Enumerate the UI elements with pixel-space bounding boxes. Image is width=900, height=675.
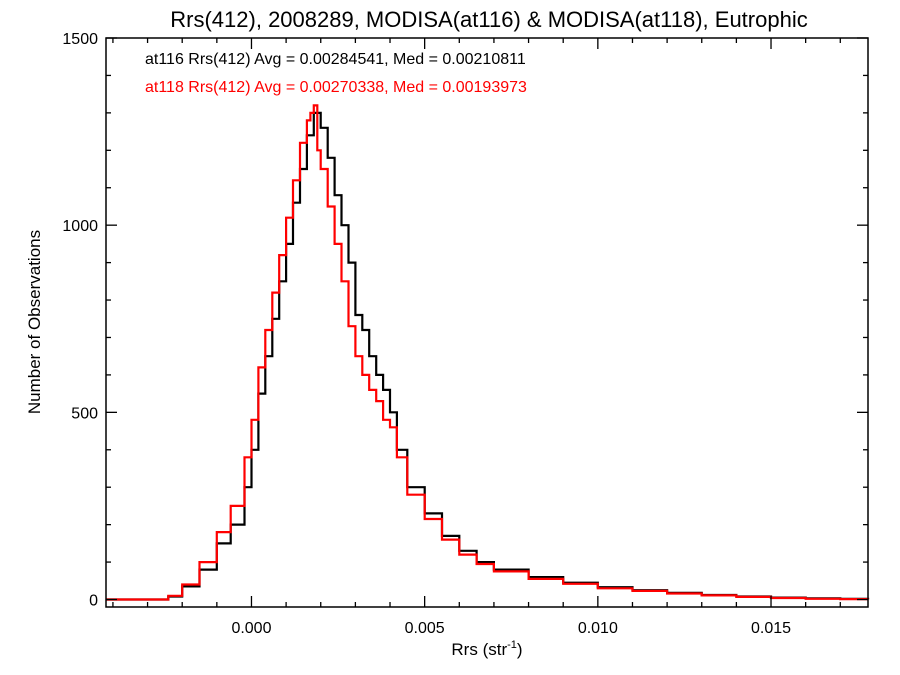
y-tick-label: 1000: [62, 218, 98, 235]
x-tick-label: 0.005: [405, 620, 445, 637]
x-tick-label: 0.010: [578, 620, 618, 637]
y-tick-label: 1500: [62, 31, 98, 48]
x-axis-label-close: ): [517, 640, 523, 659]
series-layer: [106, 104, 870, 601]
annotation-at118: at118 Rrs(412) Avg = 0.00270338, Med = 0…: [145, 79, 527, 96]
x-axis-label-sup: -1: [507, 639, 517, 651]
annotation-at116: at116 Rrs(412) Avg = 0.00284541, Med = 0…: [145, 51, 526, 68]
ticks-layer: 0.000 0.005 0.010 0.015 0 500 1000 1500: [62, 31, 868, 637]
series-line-at116: [106, 111, 870, 601]
x-axis-label-base: Rrs (str: [451, 640, 507, 659]
series-line-at118: [106, 104, 870, 601]
y-tick-label: 500: [71, 405, 98, 422]
y-axis-label: Number of Observations: [25, 230, 44, 414]
y-tick-label: 0: [89, 593, 98, 610]
plot-frame: [105, 37, 869, 608]
x-axis-label: Rrs (str-1): [451, 639, 522, 659]
x-tick-label: 0.000: [231, 620, 271, 637]
chart-title: Rrs(412), 2008289, MODISA(at116) & MODIS…: [170, 7, 807, 32]
x-tick-label: 0.015: [751, 620, 791, 637]
